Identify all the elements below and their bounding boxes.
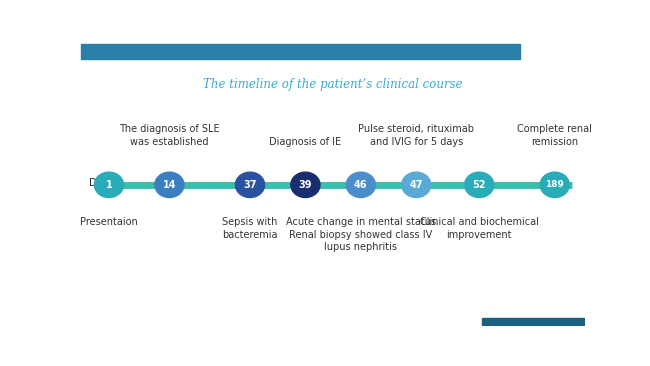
Text: 37: 37 xyxy=(243,180,257,190)
Text: The diagnosis of SLE
was established: The diagnosis of SLE was established xyxy=(119,124,220,147)
Ellipse shape xyxy=(291,172,320,198)
Text: Days: Days xyxy=(89,178,115,188)
Ellipse shape xyxy=(402,172,431,198)
Text: 14: 14 xyxy=(162,180,176,190)
Text: The timeline of the patient’s clinical course: The timeline of the patient’s clinical c… xyxy=(203,78,463,91)
Ellipse shape xyxy=(540,172,569,198)
Text: 1: 1 xyxy=(105,180,112,190)
Text: 52: 52 xyxy=(473,180,486,190)
Text: Sepsis with
bacteremia: Sepsis with bacteremia xyxy=(222,217,278,240)
Text: 46: 46 xyxy=(354,180,368,190)
FancyBboxPatch shape xyxy=(482,318,585,326)
Text: Pulse steroid, rituximab
and IVIG for 5 days: Pulse steroid, rituximab and IVIG for 5 … xyxy=(358,124,474,147)
Text: Acute change in mental status
Renal biopsy showed class IV
lupus nephritis: Acute change in mental status Renal biop… xyxy=(286,217,436,252)
Ellipse shape xyxy=(155,172,184,198)
Ellipse shape xyxy=(465,172,494,198)
Text: Complete renal
remission: Complete renal remission xyxy=(517,124,592,147)
FancyBboxPatch shape xyxy=(81,44,519,59)
Ellipse shape xyxy=(346,172,376,198)
Text: Diagnosis of IE: Diagnosis of IE xyxy=(269,137,341,147)
Text: 47: 47 xyxy=(410,180,423,190)
Text: 39: 39 xyxy=(298,180,312,190)
Ellipse shape xyxy=(235,172,265,198)
Ellipse shape xyxy=(94,172,124,198)
Text: Clinical and biochemical
improvement: Clinical and biochemical improvement xyxy=(420,217,539,240)
Text: 189: 189 xyxy=(545,180,564,189)
Text: Presentaion: Presentaion xyxy=(80,217,138,227)
